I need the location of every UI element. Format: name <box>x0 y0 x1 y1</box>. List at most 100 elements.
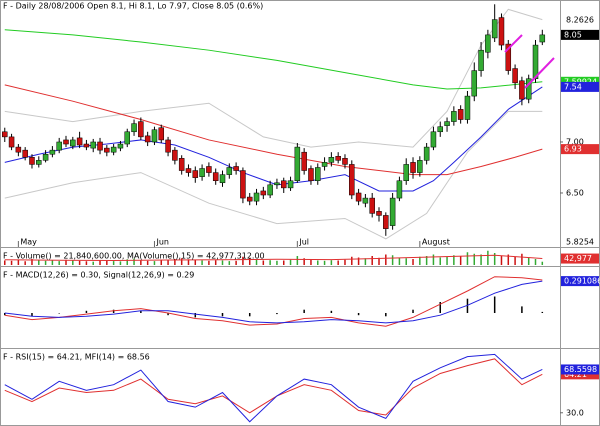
volume-bar <box>119 261 122 265</box>
candle-body <box>287 180 294 189</box>
y-tick-label: 7.00 <box>566 137 584 146</box>
panel-title: F - Volume() = 21,840,600.00, MA(Volume(… <box>3 252 265 261</box>
histogram-bar <box>385 313 387 317</box>
candle-body <box>233 166 239 171</box>
histogram-bar <box>439 302 441 313</box>
volume-bar <box>51 260 54 265</box>
volume-bar <box>133 258 135 265</box>
volume-bar <box>126 259 128 265</box>
volume-bar <box>146 260 149 265</box>
candle-body <box>403 164 409 181</box>
volume-bar <box>351 256 353 265</box>
volume-bar <box>262 260 265 265</box>
volume-bar <box>296 256 299 265</box>
histogram-bar <box>412 309 414 313</box>
histogram-bar <box>541 311 544 313</box>
candle-body <box>294 146 301 181</box>
volume-bar <box>4 260 6 265</box>
candle-body <box>280 180 287 189</box>
candle-body <box>389 197 396 226</box>
volume-bar <box>344 259 346 265</box>
volume-bar <box>201 260 203 265</box>
candle-body <box>110 146 117 153</box>
value-box-label: 6.93 <box>564 145 582 154</box>
candle-body <box>532 44 539 79</box>
volume-bar <box>248 257 251 265</box>
volume-bar <box>330 260 333 265</box>
candle-body <box>342 158 348 165</box>
volume-bar <box>371 256 373 265</box>
candle-body <box>22 149 28 158</box>
histogram-bar <box>521 306 523 313</box>
series-line <box>4 280 543 324</box>
volume-bar <box>78 260 81 265</box>
candle-body <box>471 70 478 97</box>
volume-bar <box>24 261 26 265</box>
volume-bar <box>106 260 108 265</box>
candle-body <box>491 19 498 39</box>
candle-body <box>525 78 532 100</box>
candle-body <box>396 180 403 199</box>
candle-body <box>131 123 137 133</box>
candle-body <box>104 147 110 153</box>
volume-bar <box>92 261 94 265</box>
panel-title: F - MACD(12,26) = 0.30, Signal(12,26,9) … <box>3 271 194 280</box>
value-box <box>561 253 599 264</box>
candle-body <box>444 121 450 126</box>
value-box-label: 0.291086 <box>564 277 600 286</box>
volume-bar <box>364 258 367 265</box>
volume-bar <box>527 257 530 265</box>
scale-label: 8.2626 <box>566 16 594 25</box>
candle-body <box>124 131 130 145</box>
volume-bar <box>480 254 482 265</box>
candle-body <box>206 166 212 173</box>
candle-body <box>42 153 49 161</box>
histogram-bar <box>112 309 115 313</box>
candle-body <box>355 192 362 202</box>
candle-body <box>49 149 56 155</box>
candle-body <box>56 141 62 151</box>
x-tick-label: August <box>422 238 450 247</box>
candle-body <box>83 143 90 148</box>
candle-body <box>315 167 321 181</box>
volume-bar <box>473 253 476 265</box>
candle-body <box>321 162 328 167</box>
candle-body <box>457 109 464 120</box>
volume-bar <box>235 260 237 265</box>
candle-body <box>274 182 280 186</box>
candle-body <box>212 172 219 181</box>
histogram-bar <box>493 296 496 313</box>
y-tick-label: 30.0 <box>566 408 584 417</box>
histogram-bar <box>221 313 224 317</box>
candle-body <box>267 184 273 196</box>
candle-body <box>172 149 178 161</box>
x-tick-label: Jun <box>155 238 169 247</box>
volume-bar <box>72 260 74 265</box>
candle-body <box>464 95 471 120</box>
volume-bar <box>439 257 441 265</box>
volume-bar <box>17 259 20 265</box>
volume-bar <box>453 255 455 265</box>
panel-title: F - Daily 28/08/2006 Open 8.1, Hi 8.1, L… <box>3 2 263 11</box>
volume-bar <box>180 258 183 265</box>
trend-annotation <box>524 57 555 89</box>
volume-bar <box>221 260 224 265</box>
value-box-label: 42,977 <box>564 254 592 263</box>
volume-bar <box>208 260 210 265</box>
volume-bar <box>153 261 156 265</box>
volume-bar <box>214 260 217 265</box>
volume-bar <box>432 254 435 265</box>
candle-body <box>437 126 443 133</box>
histogram-bar <box>31 313 33 317</box>
value-box <box>561 76 599 87</box>
volume-bar <box>398 257 401 265</box>
series-line <box>4 254 543 262</box>
candle-body <box>76 137 83 146</box>
candle-body <box>301 151 307 171</box>
candle-body <box>226 167 233 175</box>
volume-bar <box>228 261 231 265</box>
candle-body <box>451 111 457 122</box>
candle-body <box>219 174 226 184</box>
